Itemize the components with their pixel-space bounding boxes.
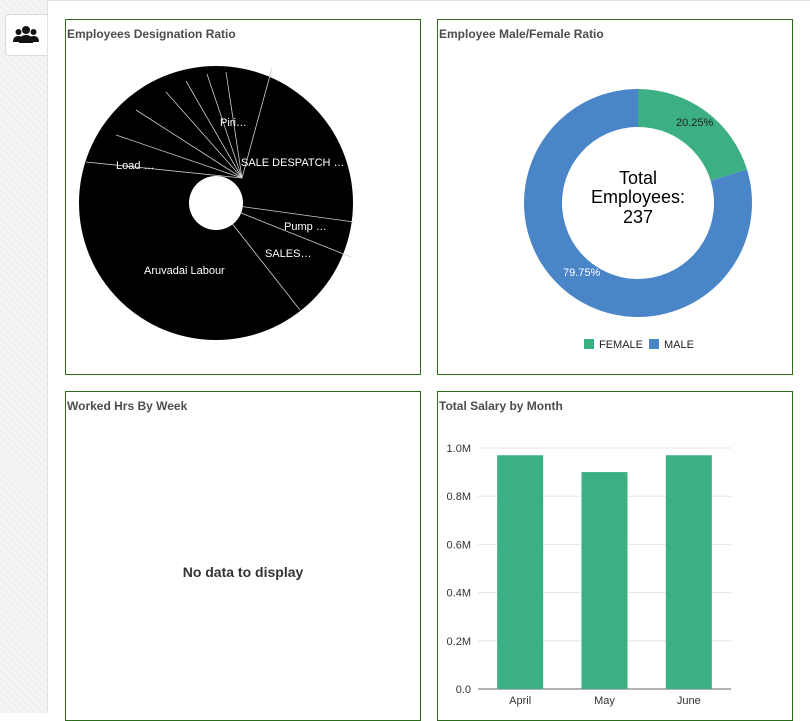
designation-ratio-panel: Employees Designation Ratio Piri… SALE D… xyxy=(65,19,421,375)
panel-title: Total Salary by Month xyxy=(439,399,563,413)
y-tick-label: 0.8M xyxy=(447,491,471,503)
total-employees-count: 237 xyxy=(623,207,653,227)
y-tick-label: 0.6M xyxy=(447,539,471,551)
slice-label: SALES… xyxy=(265,248,311,260)
female-slice xyxy=(638,89,747,181)
y-tick-label: 0.4M xyxy=(447,588,471,600)
slice-label: Load … xyxy=(116,160,155,172)
designation-donut-chart: Piri… SALE DESPATCH … Pump … SALES… Aruv… xyxy=(79,66,355,340)
salary-bar[interactable] xyxy=(497,455,544,689)
panel-title: Employee Male/Female Ratio xyxy=(439,27,604,41)
male-percent-label: 79.75% xyxy=(563,267,601,279)
panel-title: Employees Designation Ratio xyxy=(67,27,236,41)
x-tick-label: May xyxy=(594,695,615,707)
slice-label: Aruvadai Labour xyxy=(144,265,225,277)
panel-title: Worked Hrs By Week xyxy=(67,399,188,413)
worked-hours-panel: Worked Hrs By Week No data to display xyxy=(65,391,421,721)
left-sidebar xyxy=(0,0,48,713)
y-tick-label: 1.0M xyxy=(447,443,471,455)
salary-bar[interactable] xyxy=(665,455,712,689)
salary-bar-chart: 0.0 0.2M 0.4M 0.6M 0.8M 1.0M April May June xyxy=(447,443,731,707)
legend-swatch-male xyxy=(649,339,659,349)
gender-donut-chart: 20.25% 79.75% Total Employees: 237 FEMAL… xyxy=(524,89,752,351)
top-border xyxy=(47,0,810,1)
y-tick-label: 0.2M xyxy=(447,636,471,648)
employees-tab[interactable] xyxy=(5,14,47,56)
x-tick-label: June xyxy=(677,695,701,707)
gender-ratio-panel: Employee Male/Female Ratio 20.25% 79.75%… xyxy=(437,19,793,375)
legend-label-male[interactable]: MALE xyxy=(664,339,694,351)
total-employees-line1: Total xyxy=(619,168,657,188)
y-tick-label: 0.0 xyxy=(456,684,471,696)
slice-label: Piri… xyxy=(220,117,247,129)
male-slice xyxy=(524,89,752,317)
female-percent-label: 20.25% xyxy=(676,117,714,129)
x-tick-label: April xyxy=(509,695,531,707)
users-icon xyxy=(13,26,39,43)
no-data-message: No data to display xyxy=(182,564,304,580)
salary-panel: Total Salary by Month 0.0 0.2M 0.4M 0.6M 0.8… xyxy=(437,391,793,721)
legend-swatch-female xyxy=(584,339,594,349)
salary-bar[interactable] xyxy=(581,472,628,689)
legend-label-female[interactable]: FEMALE xyxy=(599,339,643,351)
total-employees-line2: Employees: xyxy=(591,187,685,207)
slice-label: SALE DESPATCH … xyxy=(241,157,345,169)
slice-label: Pump … xyxy=(284,221,327,233)
